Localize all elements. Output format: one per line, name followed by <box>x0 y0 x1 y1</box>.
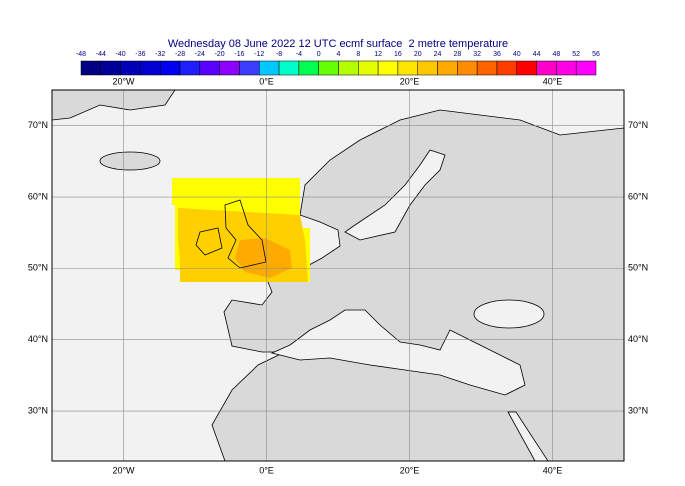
colorbar-box <box>457 60 478 76</box>
colorbar-box <box>140 60 161 76</box>
lat-label: 60°N <box>28 191 48 201</box>
colorbar: -48 -44 -40 -36 -32 -28 -24 -20 -16 -12 -8 -4 0 4 8 12 1… <box>76 51 600 76</box>
colorbar-label: -24 <box>195 51 205 58</box>
map-title: Wednesday 08 June 2022 12 UTC ecmf surfa… <box>168 38 508 50</box>
colorbar-box <box>397 60 418 76</box>
colorbar-box <box>437 60 458 76</box>
colorbar-label: 44 <box>533 51 541 58</box>
colorbar-label: 48 <box>552 51 560 58</box>
colorbar-label: -4 <box>296 51 302 58</box>
lat-label: 40°N <box>28 334 48 344</box>
black-sea <box>473 299 545 329</box>
temperature-field <box>235 238 292 278</box>
colorbar-box <box>358 60 379 76</box>
coordinate-labels: 20°W 20°W 0°E 0°E 20°E 20°E 40°E 40°E 70°N 70°N 60… <box>28 76 648 475</box>
iceland <box>99 151 161 171</box>
map-frame <box>51 89 625 462</box>
colorbar-box <box>278 60 300 76</box>
colorbar-label: 52 <box>572 51 580 58</box>
colorbar-label: 28 <box>453 51 461 58</box>
colorbar-label: -44 <box>96 51 106 58</box>
colorbar-box <box>476 60 498 76</box>
colorbar-label: 12 <box>374 51 382 58</box>
red-sea <box>507 411 549 461</box>
colorbar-box <box>80 60 102 76</box>
colorbar-box <box>536 60 557 76</box>
colorbar-label: -12 <box>254 51 264 58</box>
colorbar-label: 32 <box>473 51 481 58</box>
colorbar-label: -40 <box>116 51 126 58</box>
colorbar-label: 0 <box>317 51 321 58</box>
lat-label: 30°N <box>628 405 648 415</box>
graticule <box>52 90 624 461</box>
greenland <box>52 90 176 121</box>
colorbar-box <box>219 60 240 76</box>
lat-label: 50°N <box>628 263 648 273</box>
colorbar-label: -20 <box>215 51 225 58</box>
colorbar-label: -48 <box>76 51 86 58</box>
colorbar-box <box>496 60 518 76</box>
colorbar-label: 24 <box>434 51 442 58</box>
lon-label: 20°E <box>400 465 420 475</box>
lat-label: 70°N <box>28 120 48 130</box>
colorbar-box <box>575 60 597 76</box>
lon-label: 20°E <box>400 76 420 86</box>
colorbar-box <box>338 60 359 76</box>
lat-label: 60°N <box>628 191 648 201</box>
colorbar-box <box>120 60 141 76</box>
colorbar-label: -32 <box>155 51 165 58</box>
lon-label: 40°E <box>543 465 563 475</box>
map-area <box>52 90 624 461</box>
lat-label: 70°N <box>628 120 648 130</box>
lon-label: 40°E <box>543 76 563 86</box>
lat-label: 40°N <box>628 334 648 344</box>
lat-label: 30°N <box>28 405 48 415</box>
lon-label: 20°W <box>112 76 135 86</box>
colorbar-label: 56 <box>592 51 600 58</box>
colorbar-box <box>159 60 181 76</box>
colorbar-label: -8 <box>276 51 282 58</box>
lat-label: 50°N <box>28 263 48 273</box>
colorbar-label: 16 <box>394 51 402 58</box>
lon-label: 0°E <box>259 76 274 86</box>
colorbar-box <box>516 60 537 76</box>
colorbar-label: 8 <box>356 51 360 58</box>
colorbar-box <box>377 60 399 76</box>
colorbar-box <box>417 60 438 76</box>
colorbar-label: -28 <box>175 51 185 58</box>
lon-label: 20°W <box>112 465 135 475</box>
colorbar-box <box>556 60 577 76</box>
colorbar-box <box>318 60 339 76</box>
lon-label: 0°E <box>259 465 274 475</box>
colorbar-label: 20 <box>414 51 422 58</box>
colorbar-box <box>259 60 280 76</box>
colorbar-box <box>298 60 319 76</box>
colorbar-box <box>179 60 201 76</box>
colorbar-label: -16 <box>234 51 244 58</box>
colorbar-box <box>239 60 260 76</box>
baltic-sea <box>344 149 446 241</box>
colorbar-box <box>199 60 220 76</box>
colorbar-label: -36 <box>135 51 145 58</box>
colorbar-label: 40 <box>513 51 521 58</box>
colorbar-label: 36 <box>493 51 501 58</box>
colorbar-label: 4 <box>337 51 341 58</box>
colorbar-box <box>100 60 121 76</box>
british-isles <box>195 199 267 269</box>
